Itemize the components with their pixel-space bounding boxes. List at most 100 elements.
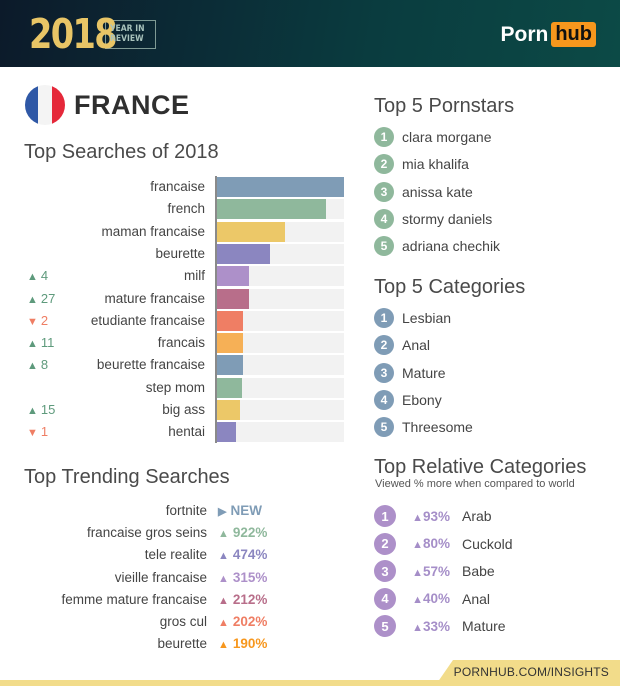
triangle-up-icon: ▲ bbox=[27, 271, 38, 284]
rank-badge-icon: 5 bbox=[374, 236, 394, 257]
search-row: step mom bbox=[0, 377, 360, 399]
triangle-up-icon: ▲ bbox=[412, 621, 423, 634]
relative-category-item: 5 ▲33% Mature bbox=[374, 615, 506, 638]
search-term-label: big ass bbox=[162, 402, 205, 417]
brand-logo[interactable]: Porn hub bbox=[500, 22, 596, 47]
search-bar bbox=[216, 333, 243, 354]
pornstars-title: Top 5 Pornstars bbox=[374, 95, 515, 117]
search-term-label: beurette bbox=[155, 245, 205, 261]
relative-category-name: Mature bbox=[462, 618, 506, 635]
relative-percent: ▲80% bbox=[408, 536, 450, 551]
rank-down-indicator: ▼ 1 bbox=[27, 424, 48, 439]
rank-up-indicator: ▲ 4 bbox=[27, 268, 48, 283]
category-name: Mature bbox=[402, 364, 446, 381]
search-bar bbox=[216, 400, 241, 420]
bar-track bbox=[216, 177, 344, 197]
trending-row: femme mature francaise ▲ 212% bbox=[0, 590, 360, 612]
bar-track bbox=[216, 377, 344, 398]
bar-track bbox=[216, 400, 344, 420]
triangle-up-icon: ▲ bbox=[218, 572, 229, 585]
category-name: Lesbian bbox=[402, 310, 452, 326]
triangle-right-icon: ▶ bbox=[218, 506, 227, 518]
relative-category-name: Arab bbox=[462, 508, 492, 524]
year-in-review-label: YEAR IN REVIEW bbox=[105, 19, 156, 49]
pornstar-item: 5 adriana chechik bbox=[374, 235, 500, 257]
rank-badge-icon: 4 bbox=[374, 208, 394, 229]
growth-text: 315% bbox=[232, 569, 268, 585]
rank-up-indicator: ▲ 8 bbox=[27, 357, 48, 372]
search-term-label: beurette francaise bbox=[96, 357, 205, 373]
rank-up-indicator: ▲ 15 bbox=[27, 402, 55, 417]
growth-text: 212% bbox=[232, 591, 268, 607]
triangle-up-icon: ▲ bbox=[27, 338, 38, 351]
search-row: ▲ 4 milf bbox=[0, 265, 360, 287]
rank-up-indicator: ▲ 11 bbox=[27, 335, 54, 350]
triangle-up-icon: ▲ bbox=[412, 511, 423, 524]
search-term-label: mature francaise bbox=[104, 290, 205, 306]
rank-badge-icon: 3 bbox=[374, 181, 394, 202]
relative-category-item: 1 ▲93% Arab bbox=[374, 505, 492, 527]
search-bar bbox=[216, 243, 270, 264]
search-row: french bbox=[0, 198, 360, 220]
search-bar bbox=[216, 310, 243, 331]
category-item: 5 Threesome bbox=[374, 416, 473, 438]
search-row: ▼ 2 etudiante francaise bbox=[0, 310, 360, 332]
category-name: Anal bbox=[402, 337, 431, 354]
rank-badge-icon: 2 bbox=[374, 154, 394, 175]
growth-text: 474% bbox=[232, 547, 268, 563]
triangle-down-icon: ▼ bbox=[27, 315, 38, 328]
search-term-label: milf bbox=[184, 268, 205, 284]
rank-change-value: 8 bbox=[40, 357, 49, 373]
bar-track bbox=[216, 355, 344, 376]
logo-text-left: Porn bbox=[500, 22, 549, 46]
rank-badge-icon: 3 bbox=[374, 560, 396, 583]
percent-value: 57% bbox=[422, 563, 450, 579]
trending-growth-value: ▲ 202% bbox=[218, 614, 267, 629]
relative-category-name: Cuckold bbox=[462, 535, 513, 552]
trending-row: beurette ▲ 190% bbox=[0, 634, 360, 656]
trending-row: vieille francaise ▲ 315% bbox=[0, 568, 360, 590]
rank-up-indicator: ▲ 27 bbox=[27, 291, 55, 306]
category-name: Ebony bbox=[402, 391, 442, 408]
search-bar bbox=[216, 221, 286, 242]
pornstar-item: 4 stormy daniels bbox=[374, 208, 492, 230]
triangle-up-icon: ▲ bbox=[218, 617, 229, 629]
category-item: 3 Mature bbox=[374, 362, 446, 384]
triangle-up-icon: ▲ bbox=[412, 539, 423, 552]
flag-stripe-white bbox=[38, 85, 52, 125]
rank-badge-icon: 2 bbox=[374, 532, 396, 555]
percent-value: 80% bbox=[422, 536, 450, 552]
trending-term-label: tele realite bbox=[144, 547, 207, 563]
country-title: FRANCE bbox=[74, 90, 190, 120]
trending-growth-value: ▶ NEW bbox=[218, 503, 262, 518]
relative-categories-subtitle: Viewed % more when compared to world bbox=[375, 478, 575, 490]
pornstar-name: adriana chechik bbox=[402, 238, 501, 255]
flag-stripe-red bbox=[51, 85, 65, 125]
search-bar bbox=[216, 266, 250, 287]
trending-growth-value: ▲ 922% bbox=[218, 525, 267, 540]
header-banner: 2018 YEAR IN REVIEW Porn hub bbox=[0, 0, 620, 67]
search-term-label: french bbox=[167, 201, 205, 217]
pornstar-name: clara morgane bbox=[402, 129, 492, 145]
pornstar-name: anissa kate bbox=[402, 183, 473, 200]
rank-badge-icon: 2 bbox=[374, 335, 394, 356]
relative-percent: ▲33% bbox=[408, 619, 450, 634]
categories-title: Top 5 Categories bbox=[374, 276, 526, 298]
trending-term-label: vieille francaise bbox=[114, 569, 207, 585]
percent-value: 33% bbox=[422, 618, 450, 634]
rank-change-value: 15 bbox=[40, 402, 56, 417]
relative-percent: ▲93% bbox=[408, 509, 450, 524]
growth-text: 202% bbox=[232, 614, 268, 629]
flag-stripe-blue bbox=[25, 85, 39, 125]
growth-text: 922% bbox=[232, 525, 268, 541]
search-row: ▲ 8 beurette francaise bbox=[0, 354, 360, 376]
rank-change-value: 11 bbox=[40, 335, 55, 351]
rank-badge-icon: 4 bbox=[374, 389, 394, 410]
insights-link[interactable]: PORNHUB.COM/INSIGHTS bbox=[453, 665, 609, 679]
search-term-label: francais bbox=[157, 335, 205, 351]
relative-percent: ▲57% bbox=[408, 564, 450, 579]
search-row: ▲ 15 big ass bbox=[0, 399, 360, 421]
rank-badge-icon: 4 bbox=[374, 587, 396, 610]
rank-badge-icon: 1 bbox=[374, 308, 394, 328]
triangle-down-icon: ▼ bbox=[27, 427, 38, 440]
